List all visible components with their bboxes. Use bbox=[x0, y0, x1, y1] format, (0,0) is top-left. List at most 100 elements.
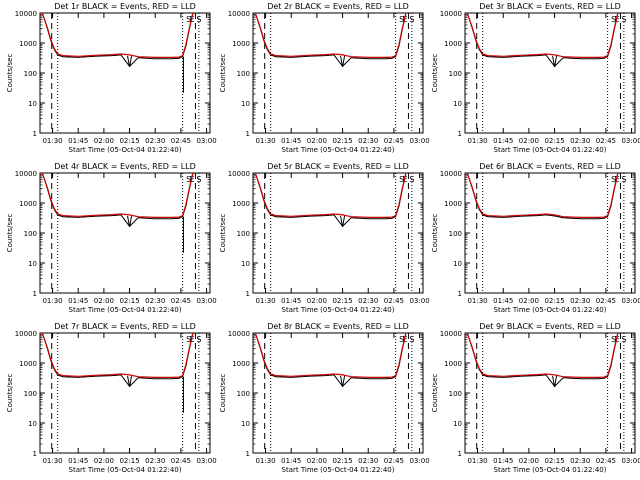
x-axis-label: Start Time (05-Oct-04 01:22:40) bbox=[69, 466, 182, 474]
events-dropout bbox=[552, 55, 558, 67]
series-lld bbox=[254, 12, 407, 58]
x-tick-label: 02:15 bbox=[332, 137, 352, 145]
corner-marker: S bbox=[409, 15, 414, 24]
plot-frame bbox=[252, 332, 424, 454]
x-tick-label: 02:15 bbox=[119, 137, 139, 145]
y-tick-label: 1 bbox=[246, 130, 250, 138]
y-tick-label: 1000 bbox=[19, 40, 37, 48]
x-tick-label: 01:45 bbox=[68, 297, 88, 305]
y-tick-label: 1000 bbox=[232, 360, 250, 368]
x-axis-label: Start Time (05-Oct-04 01:22:40) bbox=[282, 466, 395, 474]
y-tick-label: 10 bbox=[241, 420, 250, 428]
y-axis-label: Counts/sec bbox=[219, 54, 227, 93]
y-tick-label: 10000 bbox=[228, 10, 250, 18]
x-tick-label: 02:45 bbox=[384, 297, 404, 305]
y-tick-label: 1000 bbox=[232, 40, 250, 48]
y-tick-label: 10000 bbox=[440, 170, 462, 178]
corner-marker: S bbox=[186, 15, 191, 24]
series-events bbox=[41, 172, 194, 228]
series-events bbox=[466, 172, 619, 220]
x-tick-label: 02:00 bbox=[307, 457, 327, 465]
y-tick-label: 10000 bbox=[15, 330, 37, 338]
series-lld bbox=[41, 172, 194, 218]
x-tick-label: 02:15 bbox=[119, 457, 139, 465]
x-tick-label: 01:45 bbox=[68, 137, 88, 145]
x-tick-label: 01:30 bbox=[255, 457, 275, 465]
x-tick-label: 02:15 bbox=[544, 137, 564, 145]
panel-2: Det 2r BLACK = Events, RED = LLD 1 10 100 10… bbox=[219, 2, 430, 154]
x-tick-label: 02:30 bbox=[570, 457, 590, 465]
panel-1: Det 1r BLACK = Events, RED = LLD 1 10 100 10… bbox=[6, 2, 217, 154]
x-axis-label: Start Time (05-Oct-04 01:22:40) bbox=[69, 306, 182, 314]
y-tick-label: 10000 bbox=[15, 170, 37, 178]
x-tick-label: 02:30 bbox=[570, 137, 590, 145]
x-tick-label: 02:45 bbox=[171, 297, 191, 305]
x-tick-label: 02:30 bbox=[358, 297, 378, 305]
x-tick-label: 01:30 bbox=[255, 297, 275, 305]
y-tick-label: 1000 bbox=[444, 40, 462, 48]
x-axis-label: Start Time (05-Oct-04 01:22:40) bbox=[494, 466, 607, 474]
x-axis-label: Start Time (05-Oct-04 01:22:40) bbox=[282, 306, 395, 314]
x-tick-label: 02:00 bbox=[307, 297, 327, 305]
x-tick-label: 02:30 bbox=[145, 457, 165, 465]
x-tick-label: 02:30 bbox=[358, 137, 378, 145]
x-tick-label: 02:45 bbox=[171, 457, 191, 465]
corner-marker: S bbox=[399, 15, 404, 24]
y-tick-label: 10000 bbox=[15, 10, 37, 18]
x-tick-label: 03:00 bbox=[196, 297, 216, 305]
y-axis-label: Counts/sec bbox=[431, 54, 439, 93]
y-tick-label: 1 bbox=[246, 290, 250, 298]
corner-marker: S bbox=[611, 175, 616, 184]
x-tick-label: 02:45 bbox=[596, 297, 616, 305]
corner-marker: S bbox=[621, 15, 626, 24]
series-events bbox=[41, 12, 194, 68]
y-tick-label: 10000 bbox=[440, 10, 462, 18]
y-tick-label: 1000 bbox=[444, 200, 462, 208]
x-axis-label: Start Time (05-Oct-04 01:22:40) bbox=[494, 146, 607, 154]
corner-marker: E bbox=[402, 15, 407, 24]
series-lld bbox=[466, 332, 619, 378]
y-tick-label: 10 bbox=[28, 420, 37, 428]
x-tick-label: 01:30 bbox=[42, 457, 62, 465]
x-tick-label: 01:45 bbox=[493, 137, 513, 145]
x-tick-label: 03:00 bbox=[621, 137, 640, 145]
x-tick-label: 01:45 bbox=[68, 457, 88, 465]
y-tick-label: 100 bbox=[24, 390, 37, 398]
x-tick-label: 02:45 bbox=[596, 137, 616, 145]
x-tick-label: 02:00 bbox=[519, 137, 539, 145]
series-lld bbox=[41, 12, 194, 58]
y-tick-label: 1 bbox=[458, 290, 462, 298]
y-tick-label: 100 bbox=[24, 70, 37, 78]
events-dropout bbox=[340, 375, 346, 387]
y-axis-label: Counts/sec bbox=[219, 374, 227, 413]
x-tick-label: 03:00 bbox=[621, 457, 640, 465]
y-tick-label: 1000 bbox=[444, 360, 462, 368]
x-tick-label: 02:15 bbox=[544, 297, 564, 305]
events-dropout bbox=[127, 215, 133, 227]
x-tick-label: 02:30 bbox=[358, 457, 378, 465]
panel-title: Det 7r BLACK = Events, RED = LLD bbox=[54, 322, 196, 331]
panel-5: Det 5r BLACK = Events, RED = LLD 1 10 100 10… bbox=[219, 162, 430, 314]
plot-frame bbox=[39, 172, 211, 294]
panel-4: Det 4r BLACK = Events, RED = LLD 1 10 100 10… bbox=[6, 162, 217, 314]
series-lld bbox=[254, 172, 407, 218]
x-tick-label: 01:30 bbox=[255, 137, 275, 145]
y-tick-label: 1 bbox=[246, 450, 250, 458]
series-lld bbox=[41, 332, 194, 378]
y-tick-label: 100 bbox=[449, 230, 462, 238]
panel-3: Det 3r BLACK = Events, RED = LLD 1 10 100 10… bbox=[431, 2, 640, 154]
series-lld bbox=[254, 332, 407, 378]
x-tick-label: 01:30 bbox=[42, 137, 62, 145]
corner-marker: E bbox=[614, 335, 619, 344]
y-axis-label: Counts/sec bbox=[431, 214, 439, 253]
y-tick-label: 10 bbox=[241, 100, 250, 108]
y-tick-label: 10 bbox=[453, 420, 462, 428]
corner-marker: S bbox=[409, 175, 414, 184]
series-events bbox=[466, 332, 619, 388]
plot-frame bbox=[39, 332, 211, 454]
panel-title: Det 5r BLACK = Events, RED = LLD bbox=[267, 162, 409, 171]
x-tick-label: 01:45 bbox=[493, 297, 513, 305]
panel-title: Det 4r BLACK = Events, RED = LLD bbox=[54, 162, 196, 171]
x-tick-label: 02:15 bbox=[544, 457, 564, 465]
x-axis-label: Start Time (05-Oct-04 01:22:40) bbox=[282, 146, 395, 154]
